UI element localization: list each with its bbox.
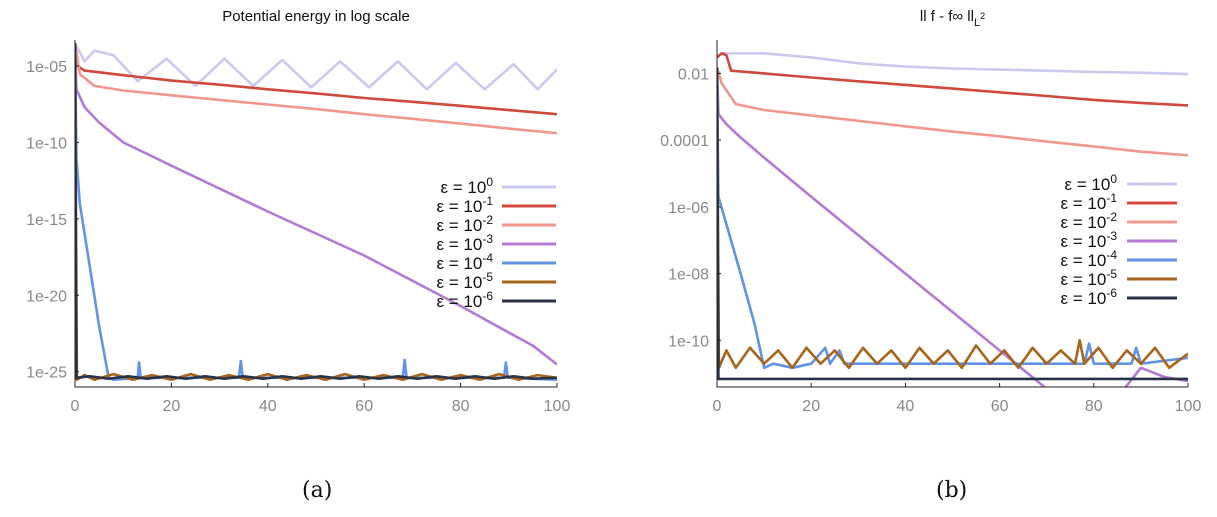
series-line-2 [717, 67, 1188, 157]
y-tick-label: 1e-06 [668, 200, 709, 217]
chart-panel-b: ll f - f∞ llL2 0 20 40 60 80 100 0.01 0.0001 1e-0… [660, 8, 1202, 415]
legend-label: ε = 100 [440, 175, 493, 197]
y-tick-label: 1e-20 [26, 288, 67, 305]
series-line-5 [717, 67, 1188, 370]
x-tick-label: 40 [897, 398, 915, 415]
series-line-1 [717, 52, 1188, 107]
legend-label: ε = 10-5 [436, 270, 493, 292]
legend-label: ε = 10-5 [1060, 267, 1117, 289]
legend-label: ε = 10-4 [1060, 248, 1117, 270]
legend-label: ε = 10-6 [1060, 286, 1117, 308]
series-group [75, 42, 557, 381]
series-line-3 [717, 67, 1188, 387]
legend-label: ε = 10-1 [436, 194, 493, 216]
series-group [717, 52, 1188, 387]
legend-label: ε = 10-2 [1060, 210, 1117, 232]
y-tick-label: 1e-25 [26, 365, 67, 382]
y-tick-label: 1e-05 [26, 59, 67, 76]
series-line-1 [75, 43, 557, 116]
y-tick-label: 1e-08 [668, 267, 709, 284]
x-tick-label: 0 [713, 398, 722, 415]
axes-frame [716, 40, 1188, 388]
series-line-4 [717, 67, 1188, 370]
caption-a: (a) [302, 478, 333, 503]
legend-label: ε = 10-3 [1060, 229, 1117, 251]
x-tick-label: 60 [991, 398, 1009, 415]
series-line-2 [75, 43, 557, 135]
x-tick-label: 100 [1175, 398, 1202, 415]
y-tick-label: 0.01 [678, 66, 709, 83]
series-line-0 [75, 42, 557, 91]
x-tick-label: 20 [802, 398, 820, 415]
legend-label: ε = 100 [1064, 172, 1117, 194]
legend-label: ε = 10-3 [436, 232, 493, 254]
y-tick-label: 0.0001 [660, 133, 709, 150]
chart-title: ll f - f∞ llL2 [920, 8, 985, 29]
series-line-6 [717, 67, 1188, 381]
y-tick-label: 1e-15 [26, 212, 67, 229]
series-line-0 [717, 52, 1188, 76]
legend-label: ε = 10-1 [1060, 191, 1117, 213]
legend-label: ε = 10-6 [436, 289, 493, 311]
x-tick-label: 60 [355, 398, 373, 415]
legend-label: ε = 10-4 [436, 251, 493, 273]
caption-b: (b) [936, 478, 968, 503]
chart-panel-a: Potential energy in log scale 0 20 40 60 80 10… [26, 8, 571, 415]
x-tick-label: 80 [452, 398, 470, 415]
x-tick-label: 100 [544, 398, 571, 415]
series-line-6 [75, 43, 557, 380]
legend-label: ε = 10-2 [436, 213, 493, 235]
x-tick-label: 80 [1085, 398, 1103, 415]
y-tick-label: 1e-10 [26, 135, 67, 152]
x-tick-label: 0 [71, 398, 80, 415]
x-tick-label: 20 [163, 398, 181, 415]
chart-title: Potential energy in log scale [222, 8, 410, 25]
x-tick-label: 40 [259, 398, 277, 415]
series-line-3 [75, 43, 557, 366]
y-tick-label: 1e-10 [668, 333, 709, 350]
